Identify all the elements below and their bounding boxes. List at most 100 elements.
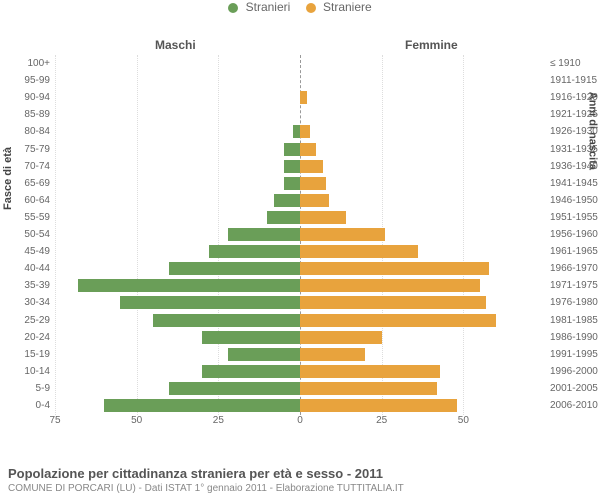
birth-year-label: 1981-1985 [550,312,600,329]
plot: 100+≤ 191095-991911-191590-941916-192085… [55,55,545,415]
age-label: 65-69 [0,175,50,192]
birth-year-label: 1991-1995 [550,346,600,363]
bar-female [300,399,457,412]
pyramid-row: 85-891921-1925 [55,106,545,123]
bar-male [169,262,300,275]
pyramid-row: 25-291981-1985 [55,312,545,329]
birth-year-label: 1946-1950 [550,192,600,209]
bar-male [202,365,300,378]
pyramid-row: 90-941916-1920 [55,89,545,106]
birth-year-label: 2006-2010 [550,397,600,414]
birth-year-label: 1971-1975 [550,277,600,294]
legend-item-female: Straniere [306,0,372,14]
age-label: 5-9 [0,380,50,397]
bar-female [300,314,496,327]
birth-year-label: 1941-1945 [550,175,600,192]
age-label: 40-44 [0,260,50,277]
pyramid-row: 40-441966-1970 [55,260,545,277]
footer-title: Popolazione per cittadinanza straniera p… [8,466,592,481]
age-label: 60-64 [0,192,50,209]
pyramid-row: 30-341976-1980 [55,294,545,311]
pyramid-row: 5-92001-2005 [55,380,545,397]
birth-year-label: 1961-1965 [550,243,600,260]
birth-year-label: 1936-1940 [550,158,600,175]
pyramid-row: 10-141996-2000 [55,363,545,380]
bar-male [169,382,300,395]
bar-male [120,296,300,309]
age-label: 70-74 [0,158,50,175]
bar-female [300,143,316,156]
pyramid-row: 95-991911-1915 [55,72,545,89]
age-label: 100+ [0,55,50,72]
age-label: 15-19 [0,346,50,363]
bar-male [228,348,300,361]
bar-female [300,365,440,378]
age-label: 90-94 [0,89,50,106]
bar-male [274,194,300,207]
footer-subtitle: COMUNE DI PORCARI (LU) - Dati ISTAT 1° g… [8,483,592,494]
bar-female [300,296,486,309]
bar-female [300,331,382,344]
birth-year-label: 1916-1920 [550,89,600,106]
pyramid-row: 20-241986-1990 [55,329,545,346]
x-tick-label: 50 [131,415,142,426]
pyramid-row: 75-791931-1935 [55,141,545,158]
pyramid-row: 45-491961-1965 [55,243,545,260]
x-tick-label: 50 [458,415,469,426]
age-label: 85-89 [0,106,50,123]
age-label: 45-49 [0,243,50,260]
birth-year-label: 1926-1930 [550,123,600,140]
age-label: 10-14 [0,363,50,380]
age-label: 75-79 [0,141,50,158]
legend-item-male: Stranieri [228,0,290,14]
x-tick-label: 0 [297,415,303,426]
pyramid-row: 100+≤ 1910 [55,55,545,72]
bar-female [300,348,365,361]
bar-female [300,228,385,241]
x-axis-ticks: 75502502550 [55,415,545,429]
x-tick-label: 25 [213,415,224,426]
birth-year-label: 2001-2005 [550,380,600,397]
birth-year-label: 1966-1970 [550,260,600,277]
pyramid-row: 70-741936-1940 [55,158,545,175]
column-header-left: Maschi [155,38,196,52]
bar-female [300,125,310,138]
footer: Popolazione per cittadinanza straniera p… [8,466,592,494]
age-label: 0-4 [0,397,50,414]
age-label: 35-39 [0,277,50,294]
pyramid-row: 35-391971-1975 [55,277,545,294]
pyramid-row: 65-691941-1945 [55,175,545,192]
bar-female [300,194,329,207]
bar-female [300,262,489,275]
pyramid-row: 50-541956-1960 [55,226,545,243]
bar-male [228,228,300,241]
pyramid-row: 0-42006-2010 [55,397,545,414]
x-tick-label: 75 [49,415,60,426]
legend-label-female: Straniere [323,0,372,14]
legend-swatch-male [228,3,238,13]
age-label: 95-99 [0,72,50,89]
birth-year-label: 1976-1980 [550,294,600,311]
birth-year-label: ≤ 1910 [550,55,600,72]
bar-male [267,211,300,224]
bar-female [300,245,418,258]
chart-area: Maschi Femmine 100+≤ 191095-991911-19159… [55,20,545,430]
bar-male [153,314,300,327]
legend-label-male: Stranieri [246,0,291,14]
column-header-right: Femmine [405,38,458,52]
bar-male [78,279,300,292]
age-label: 80-84 [0,123,50,140]
legend: Stranieri Straniere [0,0,600,14]
pyramid-row: 80-841926-1930 [55,123,545,140]
age-label: 55-59 [0,209,50,226]
bar-female [300,382,437,395]
bar-male [209,245,300,258]
birth-year-label: 1921-1925 [550,106,600,123]
legend-swatch-female [306,3,316,13]
bar-female [300,160,323,173]
birth-year-label: 1986-1990 [550,329,600,346]
pyramid-row: 55-591951-1955 [55,209,545,226]
bar-male [284,177,300,190]
birth-year-label: 1956-1960 [550,226,600,243]
age-label: 20-24 [0,329,50,346]
